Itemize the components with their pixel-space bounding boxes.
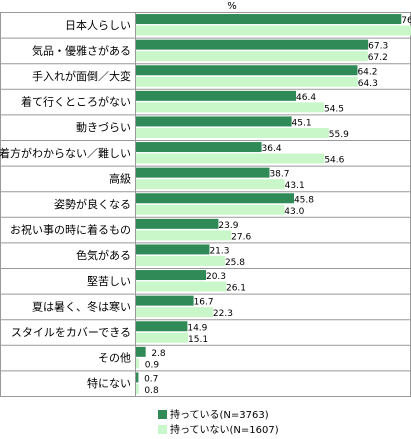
value-label-not-owned: 0.9 — [145, 360, 160, 370]
value-label-not-owned: 43.1 — [285, 181, 305, 191]
bar-owned — [136, 372, 139, 383]
bar-not-owned — [136, 179, 285, 190]
bar-not-owned — [136, 383, 139, 394]
chart-rows: 日本人らしい76.979.7気品・優雅さがある67.367.2手入れが面倒／大変… — [0, 12, 411, 397]
bar-not-owned — [136, 204, 285, 215]
value-label-owned: 76.9 — [401, 16, 411, 26]
bar-owned — [136, 346, 146, 357]
bar-not-owned — [136, 76, 358, 87]
value-label-not-owned: 15.1 — [188, 335, 208, 345]
category-label: 堅苦しい — [87, 275, 131, 288]
category-label: 姿勢が良くなる — [54, 197, 131, 211]
bar-owned — [136, 244, 210, 255]
value-label-owned: 36.4 — [262, 144, 282, 154]
bar-owned — [136, 321, 188, 332]
bar-not-owned — [136, 25, 411, 36]
bar-owned — [136, 90, 297, 101]
category-label: お祝い事の時に着るもの — [10, 223, 131, 237]
category-label: 日本人らしい — [65, 18, 131, 32]
bar-not-owned — [136, 358, 140, 369]
value-label-owned: 45.8 — [294, 195, 314, 205]
value-label-owned: 67.3 — [368, 42, 388, 52]
value-label-not-owned: 0.8 — [144, 386, 159, 396]
bar-owned — [136, 270, 207, 281]
value-label-owned: 0.7 — [144, 374, 158, 384]
bar-not-owned — [136, 127, 329, 138]
value-label-not-owned: 25.8 — [225, 258, 245, 268]
value-label-owned: 20.3 — [206, 272, 226, 282]
category-label: 着方がわからない／難しい — [0, 146, 131, 160]
category-label: その他 — [98, 352, 131, 365]
value-label-owned: 2.8 — [151, 349, 166, 359]
value-label-owned: 23.9 — [218, 221, 238, 231]
value-label-owned: 45.1 — [292, 118, 312, 128]
category-label: スタイルをカバーできる — [11, 326, 131, 339]
bar-owned — [136, 218, 219, 229]
bar-owned — [136, 142, 262, 153]
bar-owned — [136, 167, 270, 178]
value-label-not-owned: 22.3 — [213, 309, 233, 319]
bar-not-owned — [136, 307, 213, 318]
legend-swatch-owned — [158, 410, 167, 419]
value-label-not-owned: 26.1 — [226, 284, 246, 294]
value-label-owned: 64.2 — [357, 67, 377, 77]
category-label: 夏は暑く、冬は寒い — [32, 299, 131, 313]
bar-owned — [136, 295, 194, 306]
value-label-owned: 46.4 — [296, 93, 316, 103]
value-label-owned: 21.3 — [209, 246, 229, 256]
value-label-owned: 16.7 — [194, 298, 214, 308]
legend-label-not-owned: 持っていない(N=1607) — [170, 423, 279, 436]
value-label-not-owned: 67.2 — [368, 53, 388, 63]
value-label-not-owned: 64.3 — [358, 79, 378, 89]
bar-owned — [136, 14, 402, 25]
category-label: 気品・優雅さがある — [32, 43, 131, 57]
bar-not-owned — [136, 332, 189, 343]
category-label: 色気がある — [76, 248, 131, 262]
legend-label-owned: 持っている(N=3763) — [170, 408, 269, 421]
bar-not-owned — [136, 153, 325, 164]
value-label-owned: 14.9 — [187, 323, 207, 333]
bar-owned — [136, 116, 292, 127]
category-label: 着て行くところがない — [21, 95, 131, 109]
bar-owned — [136, 39, 369, 50]
value-label-not-owned: 55.9 — [329, 130, 349, 140]
bar-not-owned — [136, 230, 232, 241]
bar-not-owned — [136, 255, 226, 266]
bar-not-owned — [136, 281, 227, 292]
category-label: 動きづらい — [76, 120, 131, 134]
unit-label: % — [227, 1, 237, 12]
category-label: 高級 — [109, 171, 131, 185]
bar-owned — [136, 193, 295, 204]
legend: 持っている(N=3763) 持っていない(N=1607) — [158, 408, 279, 436]
value-label-not-owned: 27.6 — [231, 232, 251, 242]
value-label-not-owned: 54.6 — [324, 156, 344, 166]
bar-not-owned — [136, 102, 325, 113]
bar-not-owned — [136, 51, 368, 62]
category-label: 手入れが面倒／大変 — [32, 69, 131, 83]
value-label-not-owned: 43.0 — [284, 207, 304, 217]
value-label-owned: 38.7 — [269, 170, 289, 180]
category-label: 特にない — [87, 376, 131, 390]
legend-swatch-not-owned — [158, 425, 167, 434]
value-label-not-owned: 54.5 — [324, 104, 344, 114]
bar-owned — [136, 65, 358, 76]
